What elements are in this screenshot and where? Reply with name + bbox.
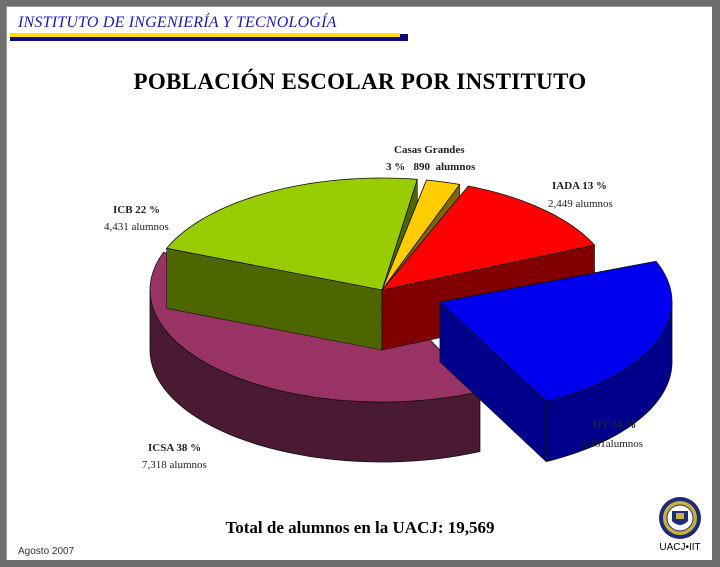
institute-title: INSTITUTO DE INGENIERÍA Y TECNOLOGÍA: [18, 14, 337, 31]
logo-text: UACJ•IIT: [659, 542, 701, 553]
label-icsa-count: 7,318 alumnos: [142, 459, 207, 471]
uacj-seal-logo: [659, 497, 701, 539]
label-icsa-percent: ICSA 38 %: [148, 442, 201, 454]
label-icb-count: 4,431 alumnos: [104, 221, 169, 233]
chart-title: POBLACIÓN ESCOLAR POR INSTITUTO: [133, 69, 587, 94]
slice-iit: [439, 260, 673, 463]
label-iit-percent: IIT 24 %: [593, 419, 636, 431]
slice-top-icb: [165, 177, 418, 291]
label-casas-grandes-count: 3 % 890 alumnos: [386, 161, 476, 173]
label-iit-count: 4,481alumnos: [581, 438, 643, 450]
label-iada-percent: IADA 13 %: [552, 180, 607, 192]
slice-icb: [165, 177, 418, 351]
total-students: Total de alumnos en la UACJ: 19,569: [225, 518, 495, 537]
header-accent-bar: [10, 33, 400, 37]
footer-date: Agosto 2007: [18, 546, 75, 557]
header-underline-bar: [10, 34, 408, 41]
slice-top-casas-grandes: [381, 179, 461, 291]
slice-top-iada: [380, 185, 596, 291]
label-casas-grandes-name: Casas Grandes: [394, 144, 465, 156]
label-icb-percent: ICB 22 %: [113, 204, 160, 216]
label-iada-count: 2,449 alumnos: [548, 198, 613, 210]
slice-top-iit: [439, 260, 673, 403]
